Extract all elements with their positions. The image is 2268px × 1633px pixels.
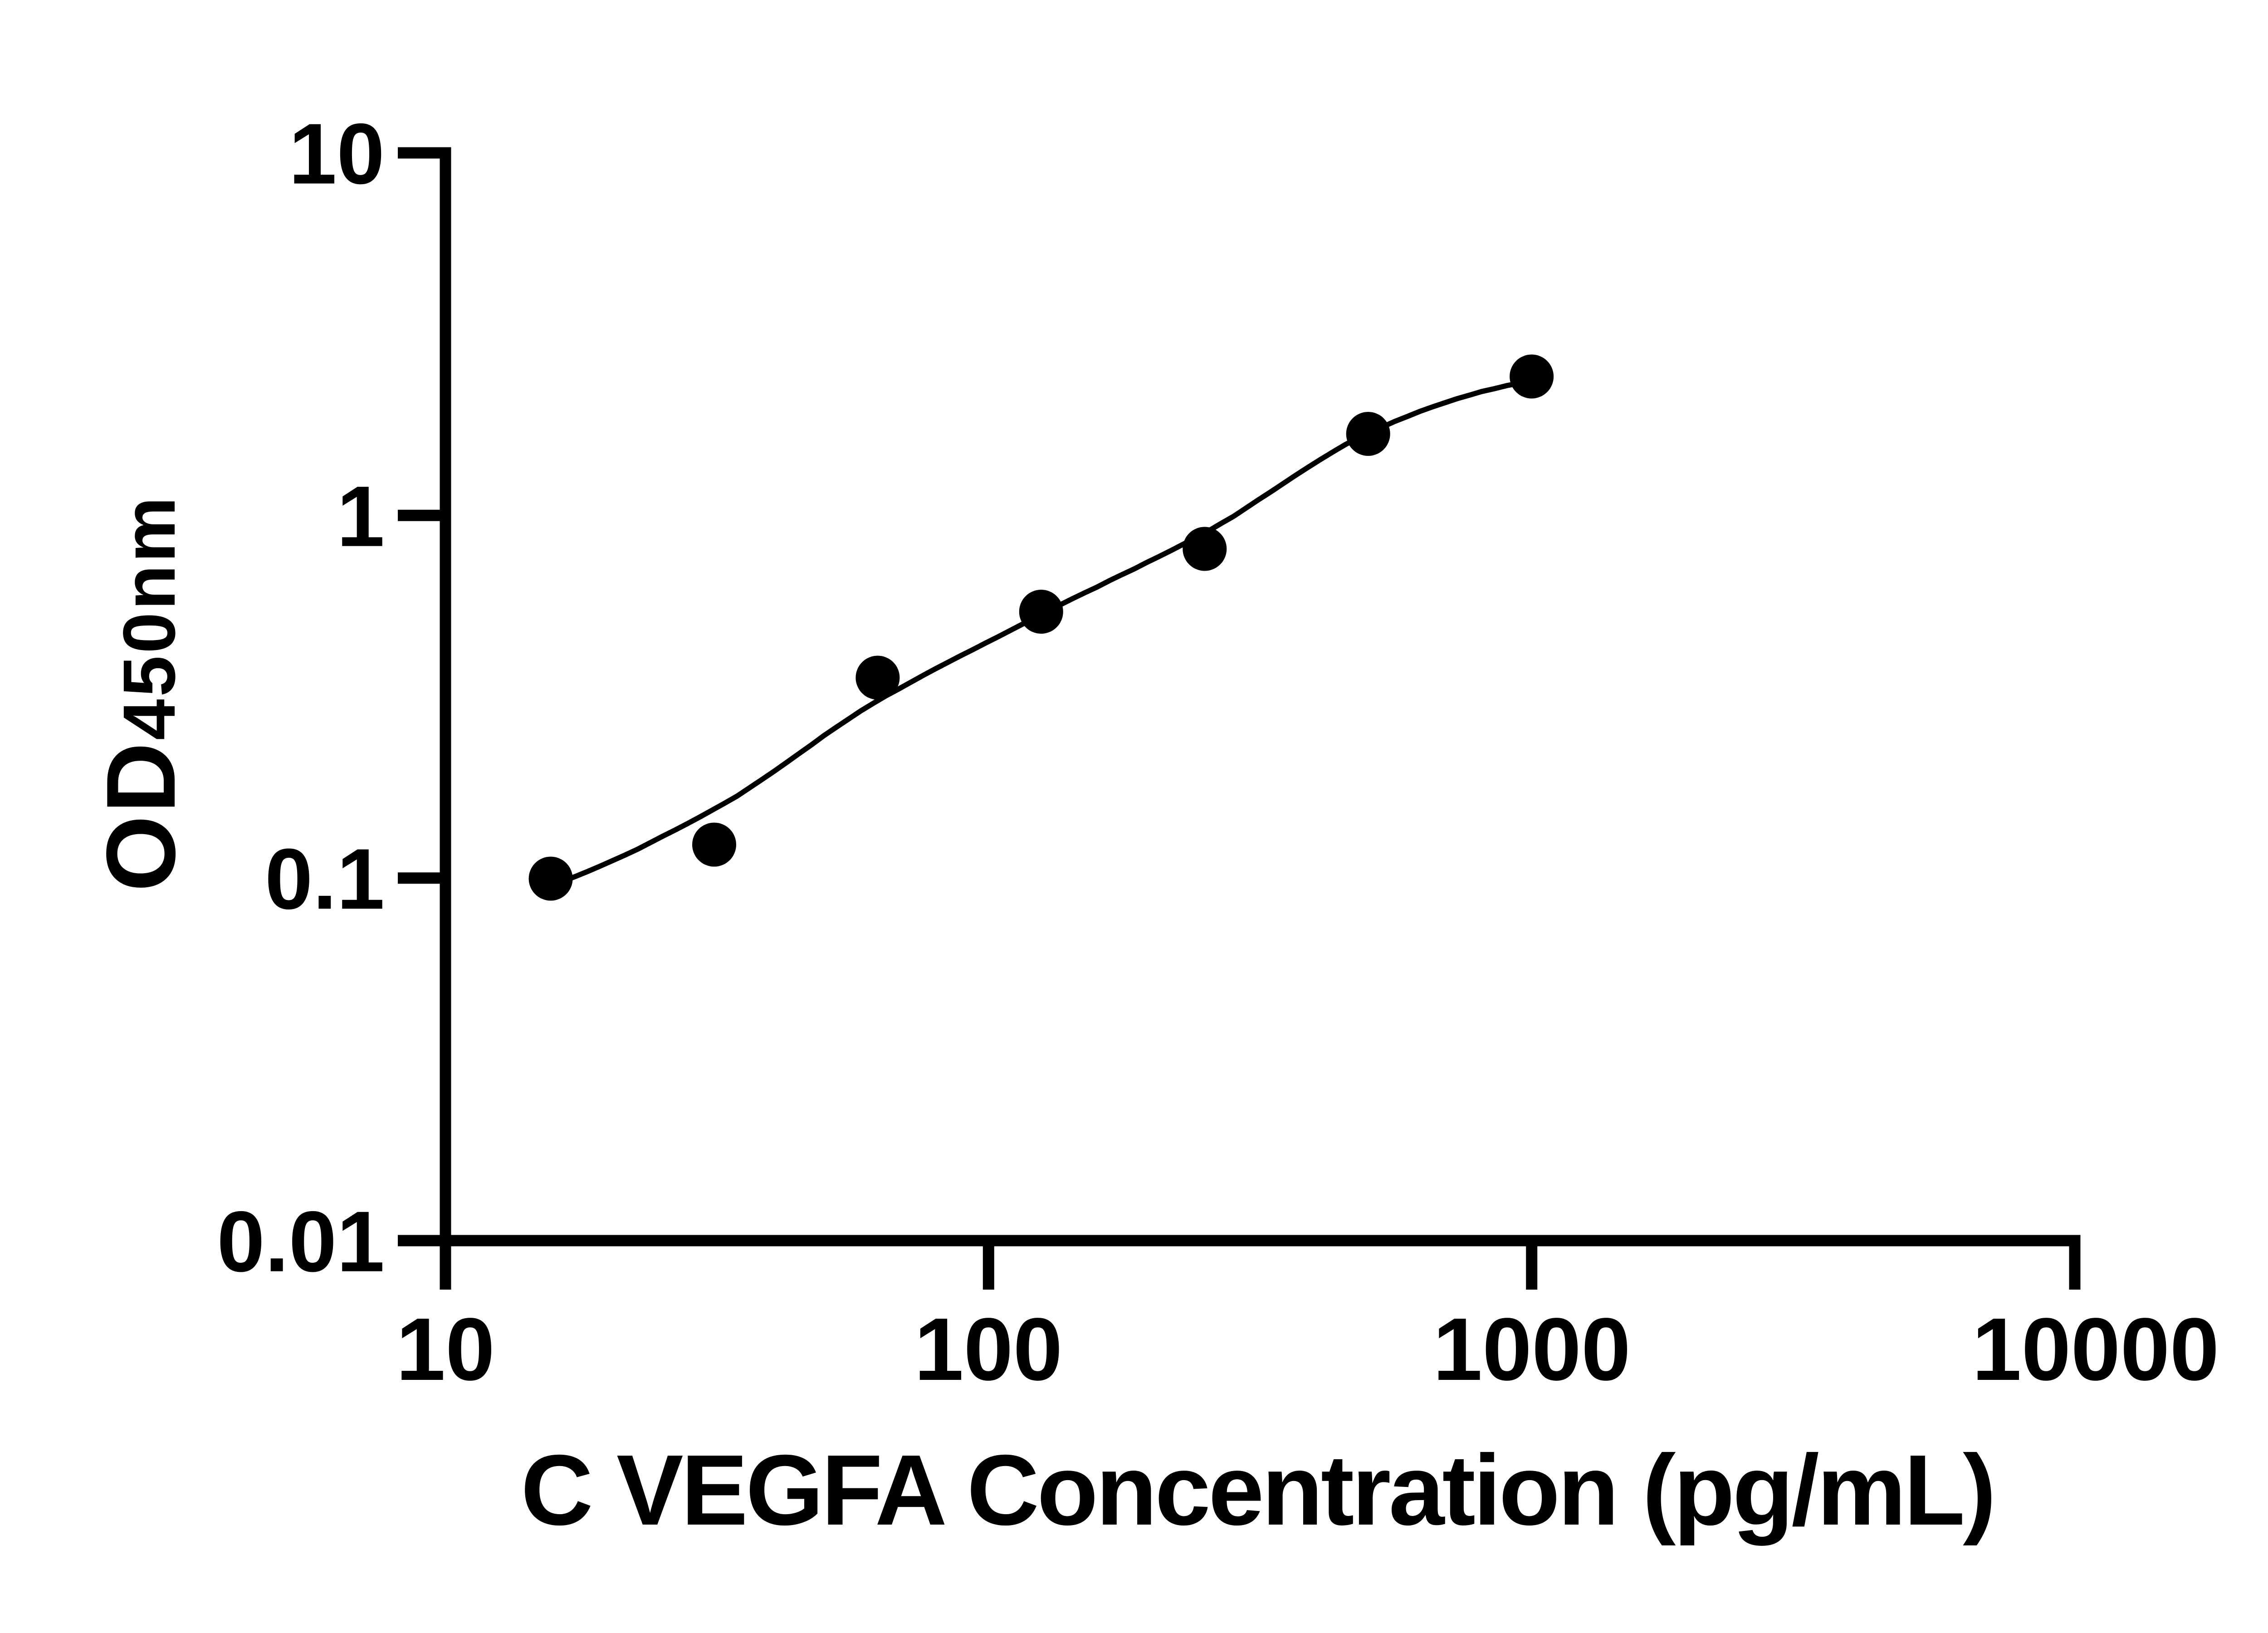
svg-text:0.1: 0.1 xyxy=(265,831,385,927)
svg-text:10000: 10000 xyxy=(1972,1300,2219,1399)
svg-text:C VEGFA Concentration (pg/mL): C VEGFA Concentration (pg/mL) xyxy=(521,1434,1994,1546)
svg-text:0.01: 0.01 xyxy=(217,1194,385,1290)
svg-text:10: 10 xyxy=(289,106,385,202)
svg-text:10: 10 xyxy=(396,1300,495,1399)
svg-text:1: 1 xyxy=(337,469,385,565)
svg-text:1000: 1000 xyxy=(1433,1300,1631,1399)
svg-text:100: 100 xyxy=(914,1300,1062,1399)
svg-text:OD450nm: OD450nm xyxy=(86,494,196,891)
